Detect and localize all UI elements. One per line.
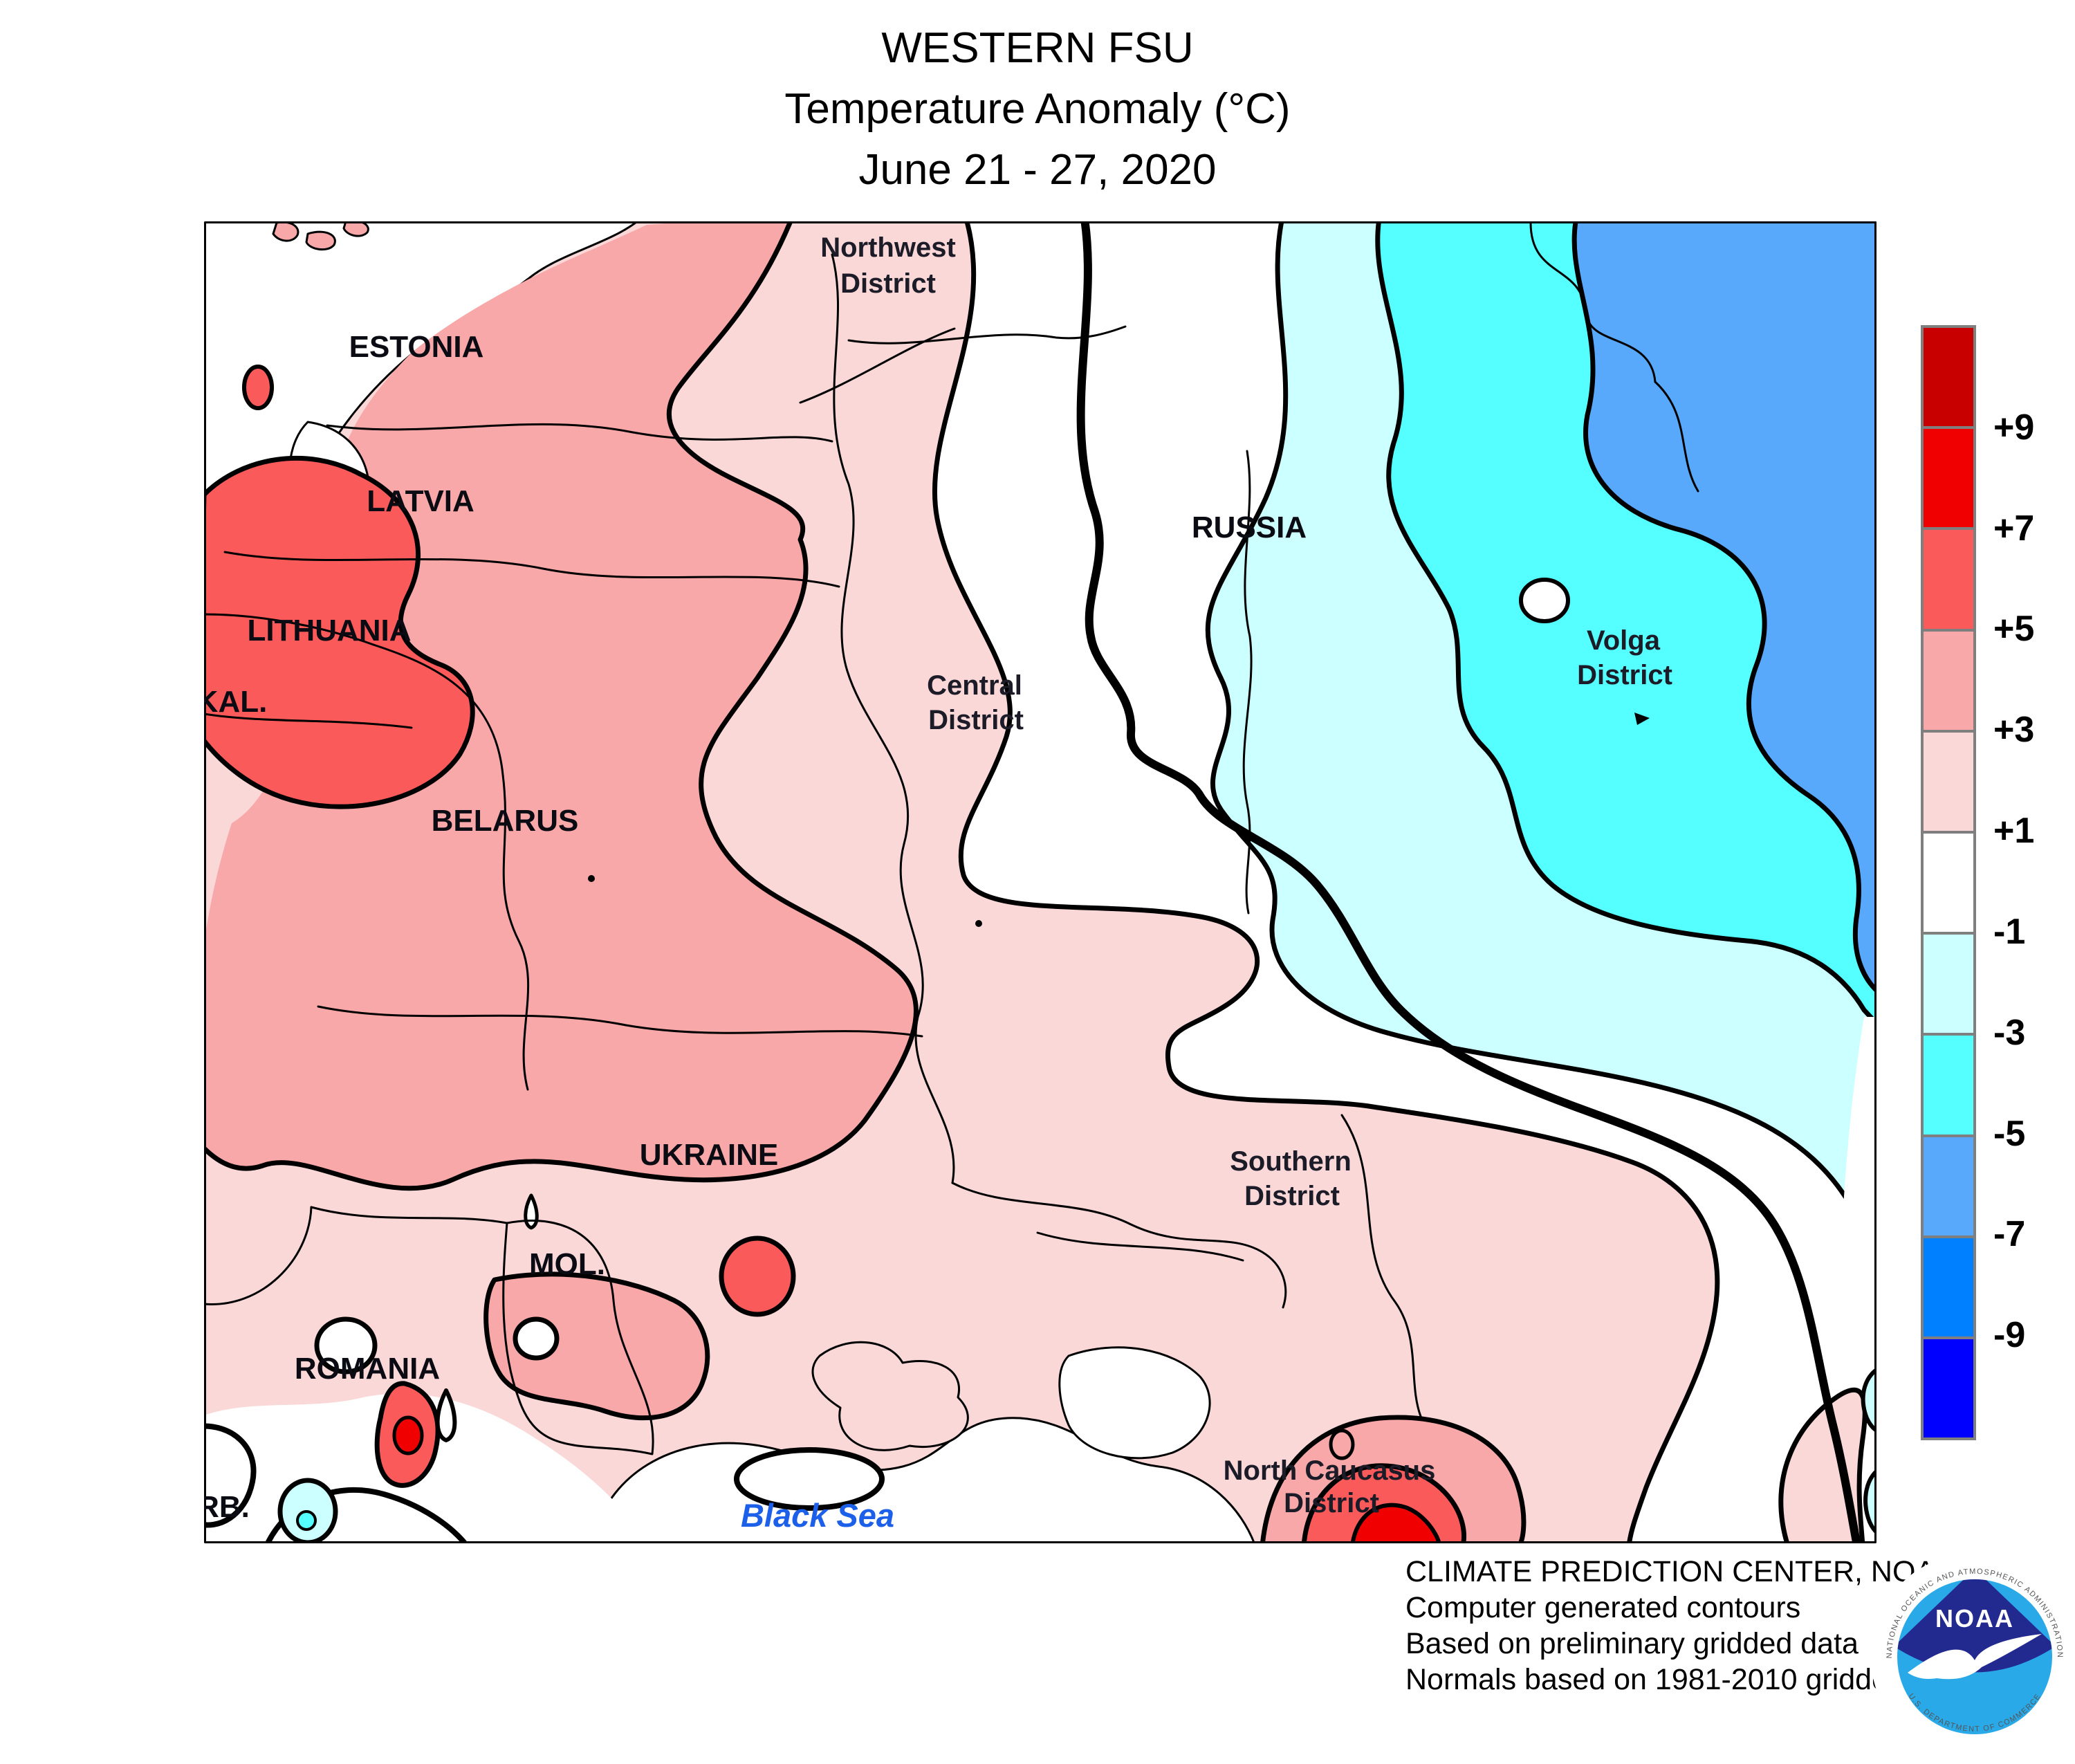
label-southern-district-1: Southern: [1230, 1146, 1352, 1177]
colorbar-label--1: -1: [1993, 911, 2026, 952]
colorbar-segment-3: [1924, 631, 1973, 733]
colorbar-segment-1: [1924, 429, 1973, 531]
colorbar-segment-2: [1924, 530, 1973, 632]
speck-2: [975, 920, 982, 927]
footer-line-1: CLIMATE PREDICTION CENTER, NOAA: [1405, 1555, 1955, 1588]
label-lithuania: LITHUANIA: [247, 614, 411, 647]
colorbar-label-+9: +9: [1993, 407, 2035, 448]
colorbar-segment-6: [1924, 935, 1973, 1036]
colorbar-label--9: -9: [1993, 1315, 2026, 1356]
crimea: [811, 1341, 969, 1451]
label-northwest-district-1: Northwest: [820, 232, 956, 263]
label-latvia: LATVIA: [367, 484, 474, 518]
caucasus-pink-dot: [1329, 1428, 1355, 1460]
title-variable: Temperature Anomaly (°C): [784, 85, 1291, 133]
label-estonia: ESTONIA: [349, 330, 484, 364]
island-2: [305, 230, 336, 251]
label-north-caucasus-1: North Caucasus: [1224, 1455, 1436, 1486]
map-svg: ESTONIA LATVIA LITHUANIA KAL. BELARUS UK…: [194, 210, 1886, 1550]
colorbar-label--3: -3: [1993, 1012, 2026, 1053]
colorbar-segment-4: [1924, 732, 1973, 834]
colorbar-label-+5: +5: [1993, 609, 2035, 650]
white-teardrop-1: [435, 1388, 457, 1442]
label-ukraine: UKRAINE: [640, 1138, 778, 1172]
colorbar-segment-9: [1924, 1238, 1973, 1339]
white-hole-1: [314, 1316, 378, 1375]
label-belarus: BELARUS: [432, 804, 579, 838]
contour-minus3: [1375, 212, 1886, 1033]
label-central-district-2: District: [928, 705, 1024, 735]
volga-speck: [1634, 713, 1650, 725]
label-north-caucasus-2: District: [1284, 1488, 1379, 1518]
footer-line-3: Based on preliminary gridded data: [1405, 1627, 1859, 1660]
contour-plus3: [198, 212, 919, 1191]
colorbar: [1921, 325, 1976, 1440]
title-daterange: June 21 - 27, 2020: [858, 146, 1217, 194]
colorbar-segment-7: [1924, 1036, 1973, 1137]
label-black-sea: Black Sea: [741, 1497, 894, 1534]
colorbar-label-+3: +3: [1993, 710, 2035, 751]
thin-borders: [203, 221, 1699, 1455]
logo-acronym: NOAA: [1935, 1604, 2014, 1633]
colorbar-segment-10: [1924, 1339, 1973, 1438]
label-volga-district-1: Volga: [1587, 625, 1661, 656]
volga-white-hole: [1519, 578, 1570, 623]
logo-seagull: [1908, 1634, 2042, 1680]
island-1: [272, 221, 299, 242]
label-serbia: RB.: [204, 1490, 250, 1524]
romania-red-core: [392, 1415, 424, 1455]
label-russia: RUSSIA: [1192, 511, 1307, 544]
footer-line-2: Computer generated contours: [1405, 1591, 1801, 1624]
label-moldova: MOL.: [529, 1247, 605, 1281]
white-hole-2: [513, 1316, 560, 1361]
footer-credit: CLIMATE PREDICTION CENTER, NOAA Computer…: [1405, 1554, 1971, 1698]
colorbar-segment-8: [1924, 1137, 1973, 1238]
kherson-salmon-spot: [719, 1235, 796, 1317]
colorbar-label-+1: +1: [1993, 811, 2035, 852]
label-central-district-1: Central: [927, 670, 1022, 701]
contour-minus5: [1571, 212, 1886, 999]
colorbar-segment-0: [1924, 328, 1973, 430]
speck-1: [588, 875, 595, 882]
colorbar-segment-5: [1924, 833, 1973, 935]
label-southern-district-2: District: [1244, 1181, 1340, 1211]
contour-zero: [1076, 210, 1861, 1550]
southwest-thick-loop1: [194, 1423, 257, 1528]
island-spot-salmon: [242, 365, 274, 410]
noaa-logo: NOAA NATIONAL OCEANIC AND ATMOSPHERIC AD…: [1871, 1553, 2075, 1761]
region-minus5-northeast: [1574, 214, 1883, 996]
title-region: WESTERN FSU: [881, 24, 1194, 72]
map-border: [204, 221, 1876, 1543]
map-title-block: WESTERN FSU Temperature Anomaly (°C) Jun…: [0, 18, 2075, 201]
contour-plus1: [932, 212, 1720, 1549]
label-volga-district-2: District: [1577, 660, 1672, 690]
colorbar-label--7: -7: [1993, 1214, 2026, 1255]
region-plus1-southeast: [1778, 1387, 1868, 1549]
label-romania: ROMANIA: [295, 1352, 440, 1386]
sea-of-azov: [1058, 1346, 1211, 1460]
label-kaliningrad: KAL.: [204, 685, 267, 719]
romania-pink-patch: [483, 1271, 710, 1421]
colorbar-label--5: -5: [1993, 1113, 2026, 1154]
white-teardrop-2: [524, 1193, 539, 1230]
label-northwest-district-2: District: [840, 268, 936, 299]
contour-minus1: [1205, 212, 1886, 1310]
island-3: [342, 219, 369, 237]
thick-ring-oval: [734, 1447, 885, 1511]
southwest-cyan-core: [296, 1510, 317, 1531]
anomaly-map: ESTONIA LATVIA LITHUANIA KAL. BELARUS UK…: [194, 210, 1886, 1550]
colorbar-label-+7: +7: [1993, 508, 2035, 549]
logo-globe: [1897, 1579, 2052, 1734]
region-plus3-baltic-belarus: [201, 214, 916, 1188]
